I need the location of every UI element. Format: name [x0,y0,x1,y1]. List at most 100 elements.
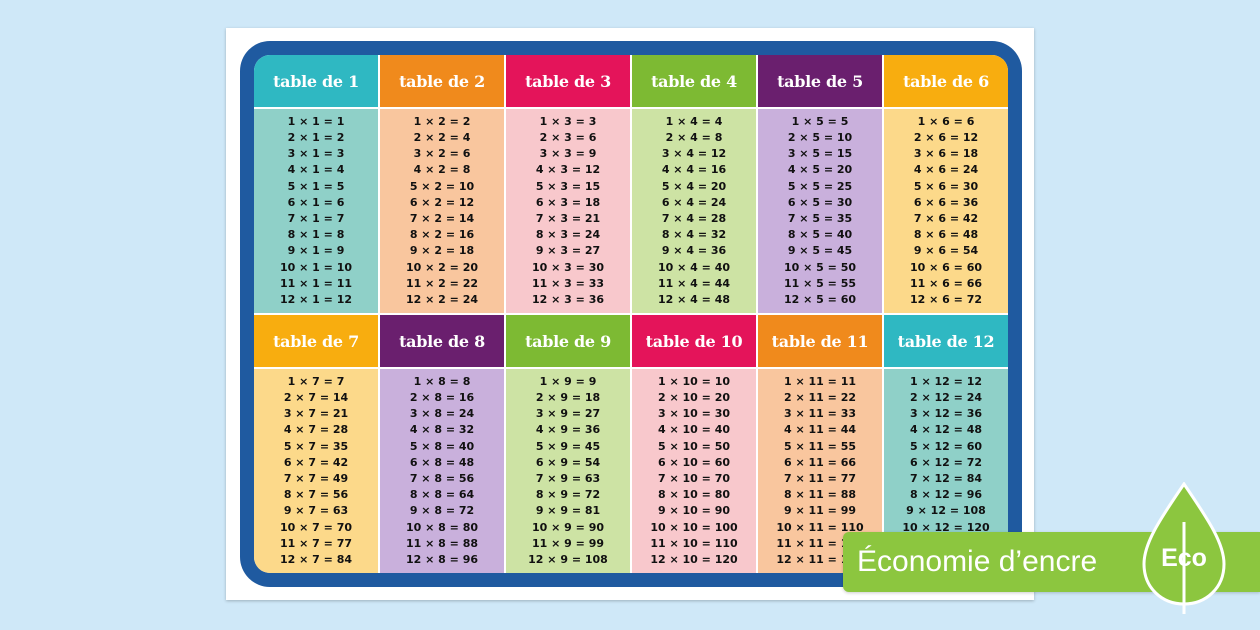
equation: 12 × 3 = 36 [531,293,605,307]
table-equations: 1 × 8 = 8 2 × 8 = 16 3 × 8 = 24 4 × 8 = 32 5… [380,369,504,573]
table-equations: 1 × 1 = 1 2 × 1 = 2 3 × 1 = 3 4 × 1 = 4 5 × … [254,109,378,313]
equation: 2 × 4 = 8 [665,130,723,144]
equation: 4 × 3 = 12 [535,163,601,177]
leaf-icon [1142,482,1226,614]
worksheet-frame: table de 1 1 × 1 = 1 2 × 1 = 2 3 × 1 = 3 4 ×… [240,41,1022,587]
equation: 6 × 12 = 72 [909,455,983,469]
equation: 12 × 1 = 12 [279,293,353,307]
equation: 4 × 4 = 16 [661,163,727,177]
equation: 2 × 2 = 4 [413,130,471,144]
equation: 4 × 7 = 28 [283,423,349,437]
equation: 7 × 7 = 49 [283,472,349,485]
table-title: table de 5 [758,55,882,107]
equation: 9 × 7 = 63 [283,504,349,518]
table-title: table de 7 [254,315,378,367]
equation: 11 × 2 = 22 [405,276,479,290]
equation: 8 × 4 = 32 [661,228,727,242]
table-title: table de 3 [506,55,630,107]
equation: 5 × 2 = 10 [409,179,475,193]
equation: 2 × 10 = 20 [657,390,731,404]
equation: 4 × 12 = 48 [909,423,983,437]
table-card: table de 1 1 × 1 = 1 2 × 1 = 2 3 × 1 = 3 4 ×… [254,55,378,313]
table-divider [884,107,1008,109]
equation: 1 × 6 = 6 [917,114,975,128]
eco-badge-label: Eco [1161,544,1207,572]
equation: 9 × 5 = 45 [787,244,853,258]
equation: 7 × 2 = 14 [409,212,475,225]
table-title: table de 1 [254,55,378,107]
table-title: table de 10 [632,315,756,367]
equation: 7 × 6 = 42 [913,212,979,225]
equation: 10 × 9 = 90 [531,520,605,534]
equation: 9 × 1 = 9 [287,244,345,258]
equation: 8 × 6 = 48 [913,228,979,242]
table-card: table de 10 1 × 10 = 10 2 × 10 = 20 3 × 10 … [632,315,756,573]
equation: 11 × 10 = 110 [650,536,738,550]
equation: 6 × 1 = 6 [287,195,345,209]
table-title: table de 12 [884,315,1008,367]
equation: 4 × 10 = 40 [657,423,731,437]
equation: 1 × 10 = 10 [657,374,731,388]
table-card: table de 8 1 × 8 = 8 2 × 8 = 16 3 × 8 = 24 4… [380,315,504,573]
table-equations: 1 × 9 = 9 2 × 9 = 18 3 × 9 = 27 4 × 9 = 36 5… [506,369,630,573]
equation: 4 × 2 = 8 [413,163,471,177]
equation: 6 × 4 = 24 [661,195,727,209]
equation: 10 × 1 = 10 [279,260,353,274]
table-equations: 1 × 6 = 6 2 × 6 = 12 3 × 6 = 18 4 × 6 = 24 5… [884,109,1008,313]
table-divider [758,367,882,369]
equation: 10 × 2 = 20 [405,260,479,274]
table-divider [632,367,756,369]
equation: 11 × 5 = 55 [783,276,857,290]
equation: 3 × 1 = 3 [287,147,345,161]
table-divider [380,367,504,369]
equation: 7 × 5 = 35 [787,212,853,225]
table-title: table de 11 [758,315,882,367]
table-divider [506,367,630,369]
equation: 1 × 5 = 5 [791,114,849,128]
equation: 8 × 7 = 56 [283,488,349,502]
equation: 9 × 11 = 99 [783,504,857,518]
table-divider [758,107,882,109]
equation: 9 × 12 = 108 [906,504,986,518]
equation: 11 × 8 = 88 [405,536,479,550]
equation: 4 × 1 = 4 [287,163,345,177]
equation: 6 × 7 = 42 [283,455,349,469]
equation: 1 × 2 = 2 [413,114,471,128]
equation: 7 × 1 = 7 [287,212,345,225]
equation: 7 × 8 = 56 [409,472,475,485]
equation: 7 × 4 = 28 [661,212,727,225]
equation: 9 × 8 = 72 [409,504,475,518]
equation: 3 × 4 = 12 [661,147,727,161]
equation: 5 × 6 = 30 [913,179,979,193]
equation: 8 × 12 = 96 [909,488,983,502]
equation: 7 × 3 = 21 [535,212,601,225]
equation: 7 × 11 = 77 [783,472,857,485]
equation: 1 × 12 = 12 [909,374,983,388]
equation: 5 × 3 = 15 [535,179,601,193]
table-equations: 1 × 2 = 2 2 × 2 = 4 3 × 2 = 6 4 × 2 = 8 5 × … [380,109,504,313]
equation: 10 × 5 = 50 [783,260,857,274]
equation: 11 × 3 = 33 [531,276,605,290]
equation: 2 × 6 = 12 [913,130,979,144]
equation: 8 × 10 = 80 [657,488,731,502]
table-title: table de 4 [632,55,756,107]
table-card: table de 2 1 × 2 = 2 2 × 2 = 4 3 × 2 = 6 4 ×… [380,55,504,313]
equation: 11 × 11 = 121 [776,536,864,550]
equation: 1 × 3 = 3 [539,114,597,128]
table-title: table de 6 [884,55,1008,107]
equation: 5 × 11 = 55 [783,439,857,453]
equation: 4 × 5 = 20 [787,163,853,177]
table-divider [254,107,378,109]
equation: 7 × 12 = 84 [909,472,983,485]
equation: 8 × 9 = 72 [535,488,601,502]
equation: 3 × 8 = 24 [409,407,475,421]
equation: 3 × 7 = 21 [283,407,349,421]
equation: 4 × 8 = 32 [409,423,475,437]
equation: 6 × 5 = 30 [787,195,853,209]
table-divider [506,107,630,109]
equation: 6 × 8 = 48 [409,455,475,469]
table-card: table de 4 1 × 4 = 4 2 × 4 = 8 3 × 4 = 12 4 … [632,55,756,313]
table-title: table de 8 [380,315,504,367]
equation: 1 × 4 = 4 [665,114,723,128]
table-card: table de 6 1 × 6 = 6 2 × 6 = 12 3 × 6 = 18 4… [884,55,1008,313]
